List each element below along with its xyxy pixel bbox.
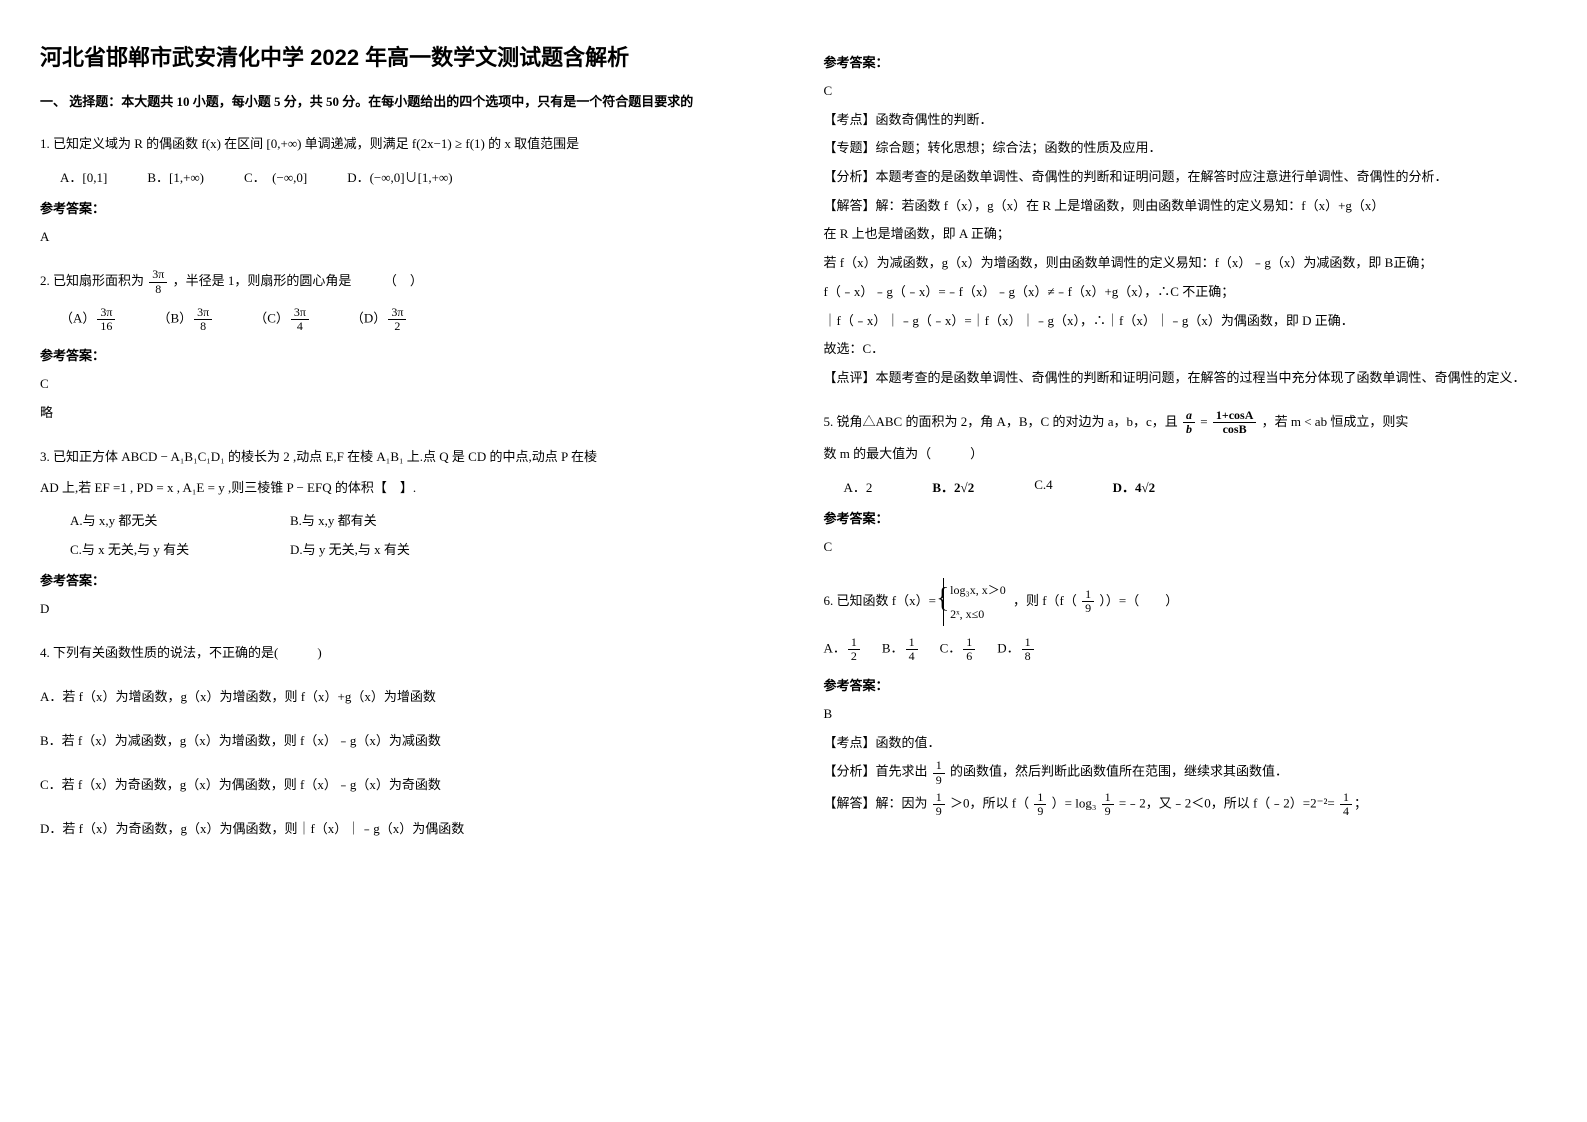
q3-opt-d: D.与 y 无关,与 x 有关 <box>290 539 510 558</box>
q2-answer: C <box>40 372 764 397</box>
q6-opt-a: A．12 <box>824 636 862 663</box>
q4-ref-heading: 参考答案： <box>824 52 1548 71</box>
q1-answer: A <box>40 225 764 250</box>
q4-zt: 【专题】综合题；转化思想；综合法；函数的性质及应用． <box>824 136 1548 161</box>
q4-answer: C <box>824 79 1548 104</box>
q5-frac2: 1+cosA cosB <box>1213 409 1257 436</box>
q5-opt-b: B．2√2 <box>932 477 974 496</box>
q2-answer2: 略 <box>40 401 764 426</box>
q3-answer: D <box>40 597 764 622</box>
q2-opt-c: （C）3π4 <box>254 306 311 333</box>
q4-jd4: f（﹣x）﹣g（﹣x）=﹣f（x）﹣g（x）≠﹣f（x）+g（x），∴C 不正确… <box>824 280 1548 305</box>
q1-options: A．[0,1] B．[1,+∞) C． (−∞,0] D．(−∞,0]∪[1,+… <box>40 167 764 186</box>
q6-options: A．12 B．14 C．16 D．18 <box>824 636 1548 663</box>
q3-opt-a: A.与 x,y 都无关 <box>70 510 290 529</box>
section-1-heading: 一、 选择题：本大题共 10 小题，每小题 5 分，共 50 分。在每小题给出的… <box>40 90 764 113</box>
q4-opt-c: C．若 f（x）为奇函数，g（x）为偶函数，则 f（x）﹣g（x）为奇函数 <box>40 772 764 798</box>
q4-jd6: 故选：C． <box>824 337 1548 362</box>
q4-jd3: 若 f（x）为减函数，g（x）为增函数，则由函数单调性的定义易知：f（x）﹣g（… <box>824 251 1548 276</box>
q4-jd2: 在 R 上也是增函数，即 A 正确； <box>824 222 1548 247</box>
q4-dp: 【点评】本题考查的是函数单调性、奇偶性的判断和证明问题，在解答的过程当中充分体现… <box>824 366 1548 391</box>
q1-opt-b: B．[1,+∞) <box>147 167 204 186</box>
q5-opt-a: A．2 <box>844 477 873 496</box>
q4-opt-a: A．若 f（x）为增函数，g（x）为增函数，则 f（x）+g（x）为增函数 <box>40 684 764 710</box>
q5-opt-c: C.4 <box>1034 477 1052 496</box>
q2-ref-heading: 参考答案： <box>40 345 764 364</box>
q5-line2: 数 m 的最大值为（ ） <box>824 442 1548 467</box>
q6-stem: 6. 已知函数 f（x）= { log₃x, x＞0 2ˣ, x≤0 ，则 f（… <box>824 578 1548 626</box>
q4-opt-d: D．若 f（x）为奇函数，g（x）为偶函数，则｜f（x）｜﹣g（x）为偶函数 <box>40 816 764 842</box>
q6-answer: B <box>824 702 1548 727</box>
q1-stem: 1. 已知定义域为 R 的偶函数 f(x) 在区间 [0,+∞) 单调递减，则满… <box>40 131 764 157</box>
q6-opt-b: B．14 <box>882 636 920 663</box>
q3-line2: AD 上,若 EF =1 , PD = x , A₁E = y ,则三棱锥 P … <box>40 476 764 501</box>
q6-opt-d: D．18 <box>997 636 1035 663</box>
q4-stem: 4. 下列有关函数性质的说法，不正确的是( ) <box>40 640 764 666</box>
q2-opt-d: （D）3π2 <box>351 306 408 333</box>
exam-title: 河北省邯郸市武安清化中学 2022 年高一数学文测试题含解析 <box>40 40 764 72</box>
q6-kd: 【考点】函数的值． <box>824 731 1548 756</box>
q6-fx: 【分析】首先求出 19 的函数值，然后判断此函数值所在范围，继续求其函数值． <box>824 759 1548 786</box>
q6-ref-heading: 参考答案： <box>824 675 1548 694</box>
q2-frac: 3π 8 <box>149 268 167 295</box>
q4-kd: 【考点】函数奇偶性的判断． <box>824 108 1548 133</box>
q3-opt-b: B.与 x,y 都有关 <box>290 510 510 529</box>
q4-opt-b: B．若 f（x）为减函数，g（x）为增函数，则 f（x）﹣g（x）为减函数 <box>40 728 764 754</box>
q2-options: （A）3π16 （B）3π8 （C）3π4 （D）3π2 <box>40 306 764 333</box>
q5-stem: 5. 锐角△ABC 的面积为 2，角 A，B，C 的对边为 a，b，c，且 a … <box>824 409 1548 437</box>
q1-opt-d: D．(−∞,0]∪[1,+∞) <box>347 167 452 186</box>
q2-opt-a: （A）3π16 <box>60 306 117 333</box>
q6-opt-c: C．16 <box>940 636 978 663</box>
q3-ref-heading: 参考答案： <box>40 570 764 589</box>
q1-opt-c: C． (−∞,0] <box>244 167 307 186</box>
q5-options: A．2 B．2√2 C.4 D．4√2 <box>824 477 1548 496</box>
q1-opt-a: A．[0,1] <box>60 167 107 186</box>
right-column: 参考答案： C 【考点】函数奇偶性的判断． 【专题】综合题；转化思想；综合法；函… <box>824 40 1548 848</box>
q1-ref-heading: 参考答案： <box>40 198 764 217</box>
q5-opt-d: D．4√2 <box>1113 477 1156 496</box>
q5-ref-heading: 参考答案： <box>824 508 1548 527</box>
q6-jd: 【解答】解：因为 19 ＞0，所以 f（ 19 ）= log₃ 19 =﹣2，又… <box>824 791 1548 818</box>
q5-frac1: a b <box>1183 409 1195 436</box>
left-column: 河北省邯郸市武安清化中学 2022 年高一数学文测试题含解析 一、 选择题：本大… <box>40 40 764 848</box>
q4-fx: 【分析】本题考查的是函数单调性、奇偶性的判断和证明问题，在解答时应注意进行单调性… <box>824 165 1548 190</box>
q4-jd5: ｜f（﹣x）｜﹣g（﹣x）=｜f（x）｜﹣g（x），∴｜f（x）｜﹣g（x）为偶… <box>824 309 1548 334</box>
q3-opt-c: C.与 x 无关,与 y 有关 <box>70 539 290 558</box>
q2-opt-b: （B）3π8 <box>157 306 214 333</box>
q3-options: A.与 x,y 都无关 B.与 x,y 都有关 C.与 x 无关,与 y 有关 … <box>70 510 764 558</box>
q3-line1: 3. 已知正方体 ABCD − A₁B₁C₁D₁ 的棱长为 2 ,动点 E,F … <box>40 444 764 470</box>
q5-answer: C <box>824 535 1548 560</box>
q2-stem: 2. 已知扇形面积为 3π 8 ，半径是 1，则扇形的圆心角是 （ ） <box>40 268 764 296</box>
q4-jd1: 【解答】解：若函数 f（x），g（x）在 R 上是增函数，则由函数单调性的定义易… <box>824 194 1548 219</box>
